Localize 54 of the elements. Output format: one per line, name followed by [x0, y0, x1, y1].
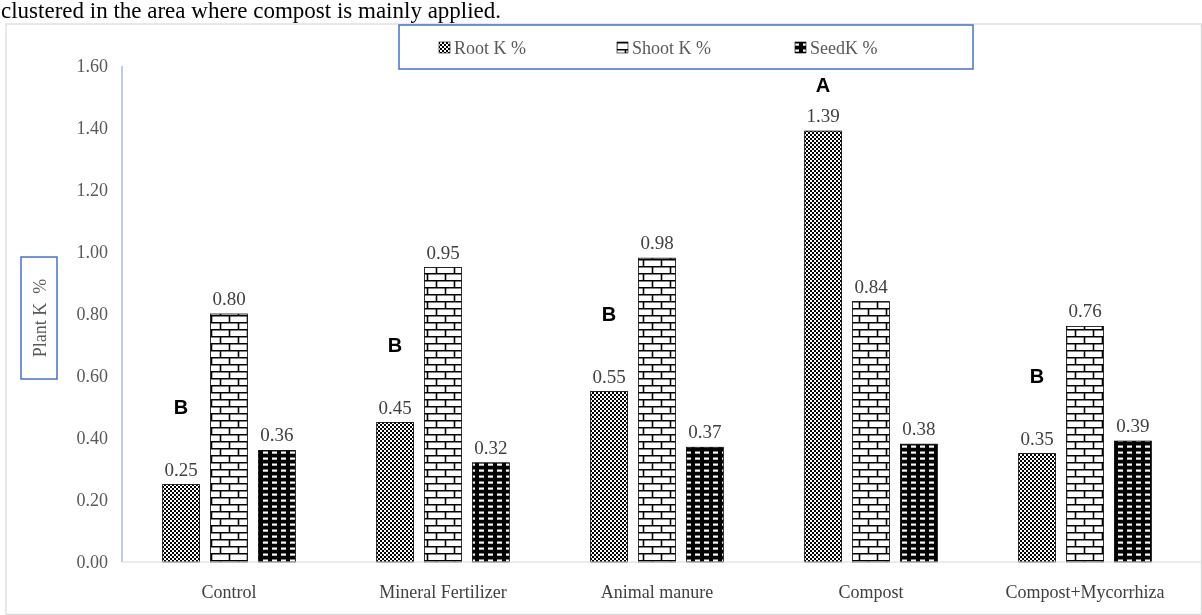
annotation: A [815, 74, 831, 96]
bar [376, 422, 414, 563]
data-label: 0.55 [592, 365, 626, 387]
x-tick-label: Compost [838, 582, 904, 603]
data-label: 0.36 [260, 424, 294, 446]
bar [852, 301, 890, 563]
bar [1018, 453, 1056, 563]
bar [686, 446, 724, 563]
annotation: B [387, 333, 403, 356]
text: clustered in the area where compost is mainly applied. [1, 0, 502, 23]
y-tick-label: 1.60 [76, 56, 108, 77]
x-tick-label: Compost+Mycorrhiza [1005, 582, 1165, 603]
bar [1114, 440, 1152, 563]
x-tick-label: Control [201, 582, 257, 603]
x-tick-label: Mineral Fertilizer [379, 582, 507, 603]
data-label: 0.25 [164, 458, 198, 480]
y-tick-label: 1.20 [76, 180, 108, 201]
data-label: 0.38 [902, 418, 936, 440]
annotation: B [173, 395, 189, 418]
annotation: B [1029, 364, 1045, 387]
data-label: 0.98 [640, 232, 674, 254]
bar [210, 313, 248, 563]
data-label: 0.39 [1116, 415, 1150, 437]
y-tick-label: 0.60 [76, 366, 108, 387]
y-tick-label: 1.00 [76, 242, 108, 263]
y-tick-label: 0.00 [76, 552, 108, 573]
data-label: 0.80 [212, 288, 246, 309]
data-label: 0.35 [1020, 427, 1054, 449]
bar [472, 462, 510, 563]
bar [1066, 326, 1104, 563]
y-tick-label: 0.40 [76, 428, 108, 449]
legend-label: Root K % [454, 38, 527, 59]
legend-label: SeedK % [810, 38, 878, 59]
data-label: 0.37 [688, 421, 722, 443]
bar [900, 443, 938, 563]
y-tick-label: 1.40 [76, 118, 108, 139]
data-label: 0.84 [854, 275, 889, 297]
data-label: 0.76 [1068, 300, 1102, 322]
y-tick-label: 0.20 [76, 490, 108, 511]
x-tick-label: Animal manure [600, 582, 714, 603]
bar [638, 257, 676, 563]
bar [424, 267, 462, 563]
y-axis-title: Plant K % [30, 278, 50, 358]
data-label: 0.32 [474, 436, 508, 458]
data-label: 0.95 [426, 241, 460, 263]
bar [162, 484, 200, 563]
y-tick-label: 0.80 [76, 304, 108, 325]
data-label: 0.45 [378, 396, 412, 418]
legend-label: Shoot K % [632, 38, 712, 59]
bar [804, 130, 842, 563]
data-label: 1.39 [806, 105, 840, 127]
annotation: B [601, 302, 617, 325]
bar [258, 450, 296, 563]
bar [590, 391, 628, 563]
